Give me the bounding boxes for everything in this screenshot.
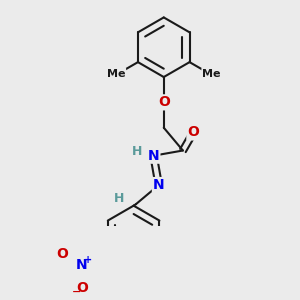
Text: Me: Me	[107, 69, 125, 79]
Text: N: N	[148, 149, 159, 163]
Text: −: −	[72, 287, 81, 297]
Text: H: H	[114, 192, 125, 205]
Text: N: N	[153, 178, 164, 192]
Text: O: O	[57, 247, 69, 261]
Text: O: O	[158, 95, 170, 110]
Text: Me: Me	[202, 69, 221, 79]
Text: O: O	[188, 125, 199, 140]
Text: +: +	[84, 254, 92, 265]
Text: H: H	[132, 145, 142, 158]
Text: O: O	[76, 280, 88, 295]
Text: N: N	[76, 258, 88, 272]
